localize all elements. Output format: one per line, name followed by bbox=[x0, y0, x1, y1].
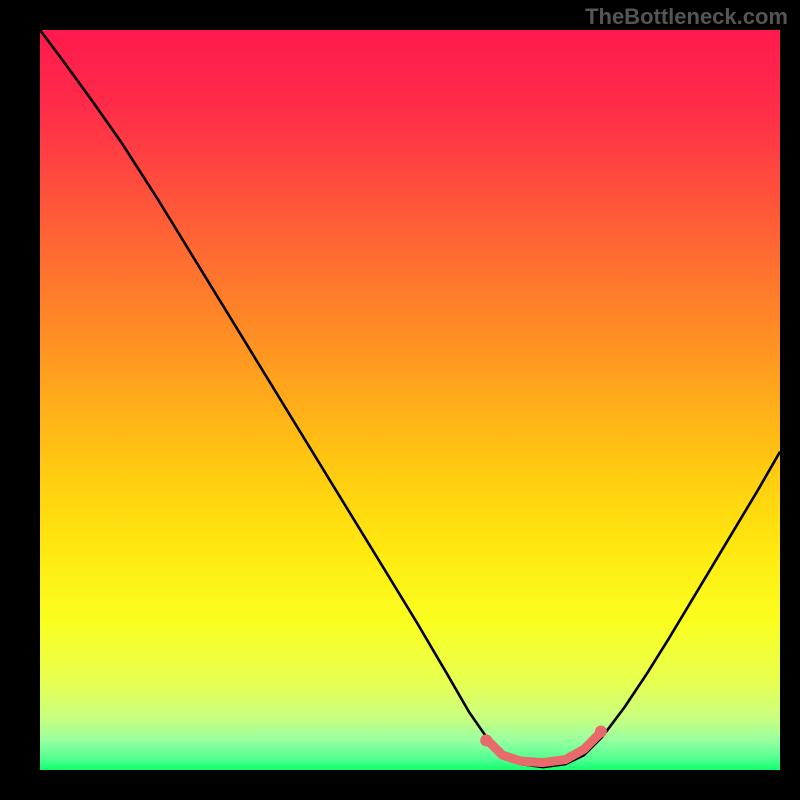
optimal-range-highlight bbox=[488, 734, 599, 762]
site-watermark: TheBottleneck.com bbox=[585, 4, 788, 30]
chart-frame: TheBottleneck.com bbox=[0, 0, 800, 800]
curve-layer bbox=[40, 30, 780, 770]
plot-area bbox=[40, 30, 780, 770]
optimal-range-dot-right bbox=[595, 726, 607, 738]
optimal-range-dot-left bbox=[480, 734, 492, 746]
bottleneck-curve bbox=[40, 30, 780, 767]
